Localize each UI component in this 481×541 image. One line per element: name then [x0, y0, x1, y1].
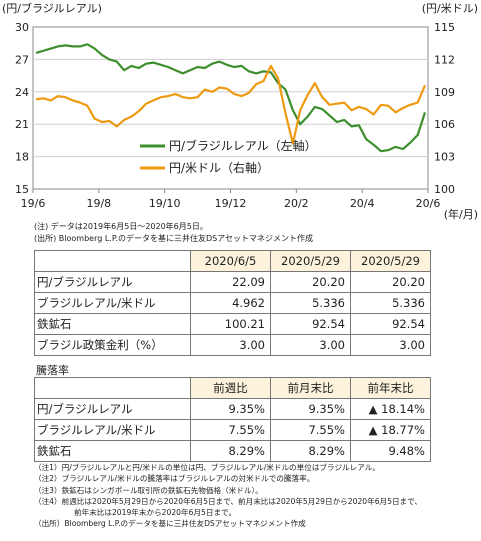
x-tick-label: 19/6	[21, 197, 46, 210]
perf-header-col: 前週比	[190, 377, 271, 399]
left-tick-label: 27	[15, 53, 29, 66]
cell-value: 8.29%	[270, 440, 351, 462]
footnote-2: （注2）ブラジルレアル/米ドルの騰落率はブラジルレアルの対米ドルでの騰落率。	[34, 474, 315, 484]
perf-header-col: 前年末比	[350, 377, 431, 399]
footnotes: （注1）円/ブラジルレアルと円/米ドルの単位は円、ブラジルレアル/米ドルの単位は…	[34, 462, 422, 530]
chart-note: (注) データは2019年6月5日〜2020年6月5日。	[34, 222, 208, 231]
x-tick-label: 19/12	[215, 197, 247, 210]
cell-value: 92.54	[270, 313, 351, 335]
left-tick-label: 15	[15, 183, 29, 196]
x-tick-label: 20/4	[350, 197, 375, 210]
cell-value: 7.55%	[270, 419, 351, 441]
left-tick-label: 18	[15, 151, 29, 164]
row-label: ブラジルレアル/米ドル	[34, 419, 191, 441]
row-label: 鉄鉱石	[34, 313, 191, 335]
cell-value: 20.20	[270, 271, 351, 293]
cell-value: 3.00	[270, 334, 351, 356]
cell-value: ▲ 18.14%	[350, 398, 431, 420]
right-tick-label: 115	[434, 21, 455, 34]
x-tick-label: 20/2	[284, 197, 309, 210]
cell-value: 22.09	[190, 271, 271, 293]
performance-table: 前週比 前月末比 前年末比 円/ブラジルレアル 9.35% 9.35% ▲ 18…	[34, 377, 431, 462]
footnote-3: （注3）鉄鉱石はシンガポール取引所の鉄鉱石先物価格（米ドル）。	[34, 485, 263, 495]
left-tick-label: 30	[15, 21, 29, 34]
left-tick-label: 24	[15, 86, 29, 99]
x-tick-label: 20/6	[416, 197, 441, 210]
legend-label-brl: 円/ブラジルレアル（左軸）	[169, 138, 317, 153]
perf-header-col: 前月末比	[270, 377, 351, 399]
x-axis-ticks: 19/6 19/8 19/10 19/12 20/2 20/4 20/6	[21, 189, 441, 210]
perf-section-title: 騰落率	[36, 364, 69, 377]
left-axis-title: (円/ブラジルレアル)	[2, 1, 102, 15]
cell-value: 5.336	[350, 292, 431, 314]
x-tick-label: 19/8	[86, 197, 111, 210]
table-row: ブラジルレアル/米ドル 4.962 5.336 5.336	[34, 292, 431, 314]
cell-value: 5.336	[270, 292, 351, 314]
table-row: 円/ブラジルレアル 9.35% 9.35% ▲ 18.14%	[34, 398, 431, 420]
price-header-col: 2020/5/29	[270, 250, 351, 272]
cell-value: 9.48%	[350, 440, 431, 462]
row-label: 円/ブラジルレアル	[34, 398, 191, 420]
cell-value: ▲ 18.77%	[350, 419, 431, 441]
right-tick-label: 103	[434, 151, 455, 164]
legend: 円/ブラジルレアル（左軸） 円/米ドル（右軸）	[140, 138, 317, 175]
right-tick-label: 109	[434, 86, 455, 99]
legend-label-usd: 円/米ドル（右軸）	[169, 160, 269, 175]
right-tick-label: 106	[434, 118, 455, 131]
footnote-source: （出所）Bloomberg L.P.のデータを基に三井住友DSアセットマネジメン…	[34, 519, 306, 529]
price-header-col: 2020/5/29	[350, 250, 431, 272]
usd-jpy-line	[35, 64, 427, 145]
price-header-blank	[34, 250, 191, 272]
cell-value: 4.962	[190, 292, 271, 314]
row-label: 円/ブラジルレアル	[34, 271, 191, 293]
cell-value: 9.35%	[270, 398, 351, 420]
price-table: 2020/6/5 2020/5/29 2020/5/29 円/ブラジルレアル 2…	[34, 250, 431, 356]
price-table-header: 2020/6/5 2020/5/29 2020/5/29	[34, 250, 431, 272]
footnote-4: （注4）前週比は2020年5月29日から2020年6月5日まで、前月末比は202…	[34, 496, 423, 506]
exchange-rate-chart: (円/ブラジルレアル) (円/米ドル) (年/月) 30 27 24 21 18 15 1…	[2, 1, 478, 221]
table-row: 円/ブラジルレアル 22.09 20.20 20.20	[34, 271, 431, 293]
cell-value: 7.55%	[190, 419, 271, 441]
row-label: ブラジル政策金利（%）	[34, 334, 191, 356]
cell-value: 20.20	[350, 271, 431, 293]
right-tick-label: 112	[434, 53, 455, 66]
right-axis-ticks: 115 112 109 106 103 100	[434, 21, 455, 196]
table-row: 鉄鉱石 100.21 92.54 92.54	[34, 313, 431, 335]
right-axis-title: (円/米ドル)	[422, 2, 478, 15]
right-tick-label: 100	[434, 183, 455, 196]
x-axis-unit: (年/月)	[444, 207, 478, 221]
footnote-1: （注1）円/ブラジルレアルと円/米ドルの単位は円、ブラジルレアル/米ドルの単位は…	[34, 463, 380, 472]
row-label: 鉄鉱石	[34, 440, 191, 462]
table-row: ブラジルレアル/米ドル 7.55% 7.55% ▲ 18.77%	[34, 419, 431, 441]
perf-table-header: 前週比 前月末比 前年末比	[34, 377, 431, 399]
left-axis-ticks: 30 27 24 21 18 15	[15, 21, 29, 196]
x-tick-label: 19/10	[149, 197, 181, 210]
gridlines	[33, 58, 428, 158]
cell-value: 8.29%	[190, 440, 271, 462]
cell-value: 3.00	[350, 334, 431, 356]
footnote-4-cont: 前年末比は2019年末から2020年6月5日まで。	[74, 508, 236, 518]
perf-header-blank	[34, 377, 191, 399]
chart-source: (出所) Bloomberg L.P.のデータを基に三井住友DSアセットマネジメ…	[34, 234, 314, 243]
cell-value: 100.21	[190, 313, 271, 335]
price-header-col: 2020/6/5	[190, 250, 271, 272]
table-row: 鉄鉱石 8.29% 8.29% 9.48%	[34, 440, 431, 462]
table-row: ブラジル政策金利（%） 3.00 3.00 3.00	[34, 334, 431, 356]
brl-jpy-line	[35, 43, 427, 153]
cell-value: 9.35%	[190, 398, 271, 420]
row-label: ブラジルレアル/米ドル	[34, 292, 191, 314]
cell-value: 92.54	[350, 313, 431, 335]
cell-value: 3.00	[190, 334, 271, 356]
series-layer	[35, 43, 427, 153]
left-tick-label: 21	[15, 118, 29, 131]
